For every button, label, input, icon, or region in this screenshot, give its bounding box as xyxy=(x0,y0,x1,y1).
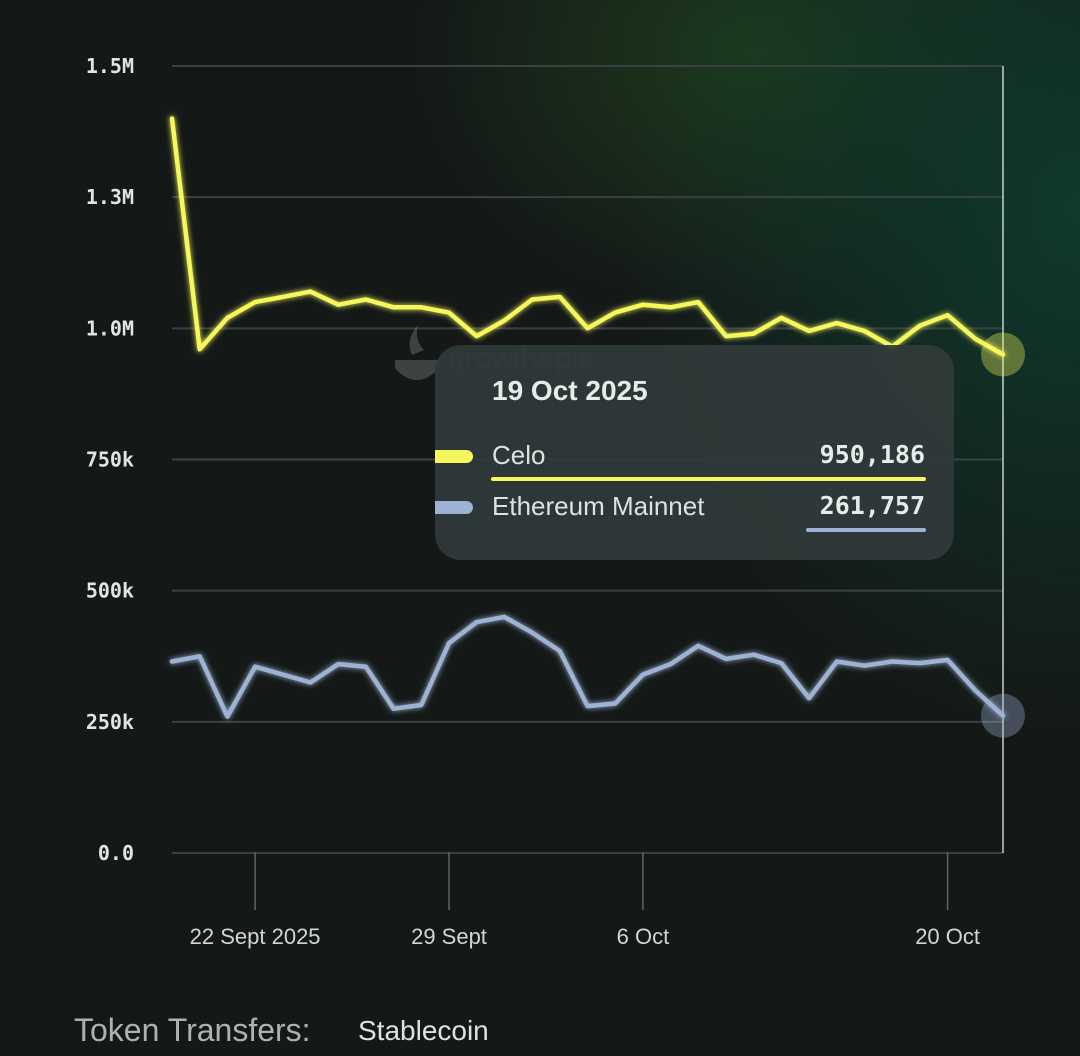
series-line-ethereum-mainnet xyxy=(169,614,1006,719)
x-tick-label: 6 Oct xyxy=(617,924,670,949)
ethereum-legend-swatch xyxy=(435,501,473,514)
y-tick-label: 0.0 xyxy=(98,841,134,865)
tooltip-series-value: 261,757 xyxy=(819,491,925,520)
hover-point-marker xyxy=(981,332,1025,377)
y-tick-label: 1.5M xyxy=(86,54,134,78)
y-tick-label: 500k xyxy=(86,579,134,603)
tooltip-date: 19 Oct 2025 xyxy=(492,375,648,406)
chart-tooltip: 19 Oct 2025 Celo 950,186 Ethereum Mainne… xyxy=(435,345,954,560)
x-tick-label: 22 Sept 2025 xyxy=(190,924,321,949)
tooltip-row-ethereum: Ethereum Mainnet 261,757 xyxy=(435,489,954,529)
x-tick-label: 20 Oct xyxy=(915,924,980,949)
series-line-celo xyxy=(169,116,1006,357)
metric-value[interactable]: Stablecoin xyxy=(358,1015,489,1046)
y-tick-label: 1.0M xyxy=(86,316,134,340)
x-tick-label: 29 Sept xyxy=(411,924,487,949)
tooltip-series-name: Celo xyxy=(492,440,546,470)
metric-label: Token Transfers: xyxy=(74,1012,311,1048)
hover-point-marker xyxy=(981,693,1025,738)
y-tick-label: 750k xyxy=(86,448,134,472)
celo-value-bar xyxy=(491,477,926,481)
tooltip-series-value: 950,186 xyxy=(819,440,925,469)
celo-legend-swatch xyxy=(435,450,473,463)
y-tick-label: 250k xyxy=(86,710,134,734)
tooltip-row-celo: Celo 950,186 xyxy=(435,438,954,478)
ethereum-value-bar xyxy=(806,528,926,532)
tooltip-series-name: Ethereum Mainnet xyxy=(492,491,705,521)
y-tick-label: 1.3M xyxy=(86,185,134,209)
